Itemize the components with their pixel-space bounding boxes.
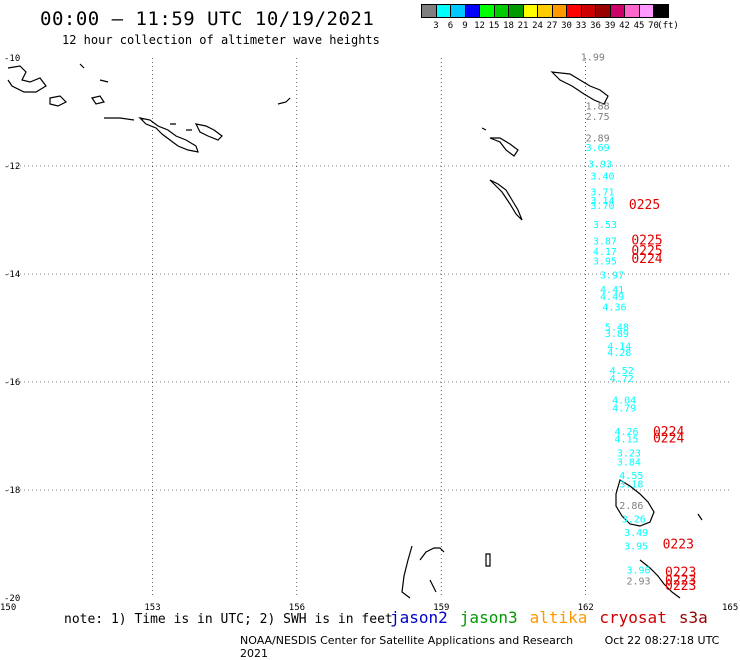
lat-tick-label: -14 (4, 270, 20, 280)
swh-value: 3.95 (593, 256, 617, 267)
swh-value: 4.72 (610, 374, 634, 385)
swh-value: 3.26 (622, 514, 646, 525)
swh-value: 3.40 (590, 172, 614, 183)
satellite-name: altika (530, 608, 588, 627)
lat-tick-label: -18 (4, 486, 20, 496)
lat-tick-label: -10 (4, 54, 20, 64)
lat-tick-label: -16 (4, 378, 20, 388)
swh-value: 3.96 (627, 566, 651, 577)
satellite-legend: jason2 jason3 altika cryosat s3a (390, 608, 720, 627)
footer-org: NOAA/NESDIS Center for Satellite Applica… (240, 634, 573, 647)
swh-value: 3.18 (619, 479, 643, 490)
satellite-name: s3a (679, 608, 708, 627)
coastline-islands (92, 96, 104, 104)
swh-value: 3.70 (590, 201, 614, 212)
swh-value: 3.49 (624, 528, 648, 539)
coastline-islet (698, 514, 702, 520)
pass-time-label: 0224 (631, 252, 662, 267)
swh-value: 1.99 (581, 53, 605, 64)
swh-value: 2.75 (586, 112, 610, 123)
pass-time-label: 0225 (629, 198, 660, 213)
satellite-name: jason2 (390, 608, 448, 627)
coastline-islands (50, 96, 66, 106)
coastline-islet (490, 180, 522, 220)
coastline-islands (80, 64, 108, 82)
swh-readings: 1.99 1.882.75 2.893.69 3.933.40 3.713.143.70… (581, 53, 651, 588)
swh-value: 3.97 (600, 270, 624, 281)
pass-time-label: 0223 (665, 579, 696, 594)
swh-value: 4.36 (602, 303, 626, 314)
swh-value: 3.53 (593, 220, 617, 231)
satellite-name: jason3 (460, 608, 518, 627)
swh-value: 3.84 (617, 458, 641, 469)
swh-value: 3.93 (588, 160, 612, 171)
coastline-chesterfield (402, 546, 444, 598)
swh-value: 4.28 (607, 348, 631, 359)
swh-value: 4.79 (612, 404, 636, 415)
swh-value: 4.15 (614, 434, 638, 445)
coastline-islet (482, 128, 518, 156)
swh-value: 4.49 (600, 292, 624, 303)
satellite-name: cryosat (599, 608, 666, 627)
coastline-islet (486, 554, 490, 566)
coastline-louisiade (140, 118, 198, 152)
swh-value: 2.86 (619, 501, 643, 512)
swh-value: 1.88 (586, 101, 610, 112)
coastline-rossel (196, 124, 222, 140)
coastline-png (8, 66, 46, 92)
swh-value: 3.69 (586, 143, 610, 154)
units-note: note: 1) Time is in UTC; 2) SWH is in fe… (64, 612, 393, 627)
coastline-islet (278, 98, 290, 104)
swh-value: 2.93 (627, 577, 651, 588)
swh-value: 3.87 (593, 236, 617, 247)
pass-time-label: 0224 (653, 431, 684, 446)
coastline-solomons (552, 72, 608, 104)
swh-value: 3.95 (624, 541, 648, 552)
lat-tick-label: -12 (4, 162, 20, 172)
pass-time-label: 0223 (663, 537, 694, 552)
lon-tick-label: 150 (0, 603, 16, 613)
swh-value: 3.89 (605, 329, 629, 340)
lon-tick-label: 165 (722, 603, 738, 613)
footer: NOAA/NESDIS Center for Satellite Applica… (240, 634, 740, 660)
